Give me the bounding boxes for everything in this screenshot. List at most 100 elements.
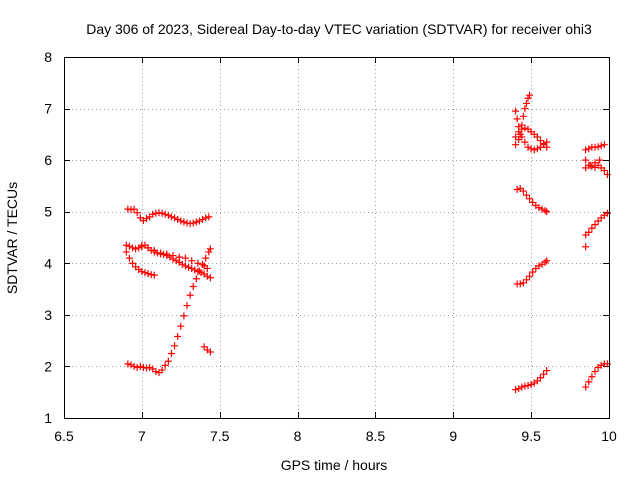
data-point <box>518 383 526 391</box>
y-tick-label: 6 <box>44 152 52 168</box>
data-point <box>524 382 532 390</box>
data-point <box>171 342 179 350</box>
data-point <box>540 370 548 378</box>
data-point <box>594 143 602 151</box>
data-point <box>189 282 197 290</box>
data-point <box>585 228 593 236</box>
data-point <box>188 264 196 272</box>
data-point <box>521 138 529 146</box>
series-s13 <box>582 141 608 154</box>
data-point <box>600 141 608 149</box>
data-point <box>533 133 541 141</box>
data-point <box>177 322 185 330</box>
data-point <box>203 272 211 280</box>
series-s1 <box>124 205 213 228</box>
data-point <box>174 215 182 223</box>
data-point <box>519 187 527 195</box>
data-point <box>132 245 140 253</box>
data-point <box>206 348 214 356</box>
series-s12 <box>512 367 551 394</box>
data-point <box>543 138 551 146</box>
data-point <box>178 260 186 268</box>
data-point <box>202 254 210 262</box>
data-point <box>527 380 535 388</box>
series-s17 <box>582 243 590 251</box>
data-point <box>600 166 608 174</box>
data-point <box>199 215 207 223</box>
data-point <box>582 156 590 164</box>
data-point <box>127 361 135 369</box>
data-point <box>129 244 137 252</box>
data-points <box>122 91 611 394</box>
y-axis-label: SDTVAR / TECUs <box>4 182 20 294</box>
data-point <box>161 361 169 369</box>
data-point <box>588 162 596 170</box>
data-point <box>538 205 546 213</box>
data-point <box>180 218 188 226</box>
data-point <box>596 156 604 164</box>
data-point <box>522 191 530 199</box>
data-point <box>163 250 171 258</box>
data-point <box>526 195 534 203</box>
data-point <box>513 115 521 123</box>
data-point <box>522 99 530 107</box>
data-point <box>205 248 213 256</box>
y-tick-label: 3 <box>44 307 52 323</box>
data-point <box>124 360 132 368</box>
data-point <box>541 258 549 266</box>
data-point <box>543 367 551 375</box>
data-point <box>149 210 157 218</box>
data-point <box>191 266 199 274</box>
data-point <box>512 386 520 394</box>
x-tick-label: 7 <box>138 428 146 444</box>
x-axis-label: GPS time / hours <box>281 457 388 473</box>
x-tick-label: 8.5 <box>366 428 386 444</box>
plot-frame <box>64 57 610 419</box>
data-point <box>199 260 207 268</box>
data-point <box>164 211 172 219</box>
data-point <box>186 291 194 299</box>
x-tick-label: 6.5 <box>54 428 74 444</box>
data-point <box>585 145 593 153</box>
data-point <box>543 257 551 265</box>
y-tick-label: 1 <box>44 410 52 426</box>
series-s11 <box>513 257 551 288</box>
data-point <box>591 368 599 376</box>
series-s15 <box>582 156 604 172</box>
data-point <box>527 145 535 153</box>
data-point <box>535 204 543 212</box>
data-point <box>515 385 523 393</box>
grid <box>64 57 609 418</box>
data-point <box>130 205 138 213</box>
data-point <box>158 209 166 217</box>
data-point <box>177 217 185 225</box>
data-point <box>150 271 158 279</box>
data-point <box>518 133 526 141</box>
data-point <box>597 142 605 150</box>
data-point <box>526 272 534 280</box>
x-tick-label: 10 <box>601 428 617 444</box>
data-point <box>174 333 182 341</box>
data-point <box>588 224 596 232</box>
data-point <box>157 249 165 257</box>
data-point <box>524 94 532 102</box>
data-point <box>130 362 138 370</box>
data-point <box>185 263 193 271</box>
series-s16 <box>582 209 611 239</box>
data-point <box>152 368 160 376</box>
data-point <box>513 186 521 194</box>
data-point <box>158 366 166 374</box>
data-point <box>582 164 590 172</box>
data-point <box>197 269 205 277</box>
data-point <box>530 146 538 154</box>
y-tick-label: 7 <box>44 101 52 117</box>
x-tick-label: 9 <box>449 428 457 444</box>
data-point <box>175 253 183 261</box>
data-point <box>188 257 196 265</box>
axis-ticks <box>64 57 610 419</box>
data-point <box>189 219 197 227</box>
data-point <box>529 268 537 276</box>
data-point <box>138 241 146 249</box>
data-point <box>203 264 211 272</box>
